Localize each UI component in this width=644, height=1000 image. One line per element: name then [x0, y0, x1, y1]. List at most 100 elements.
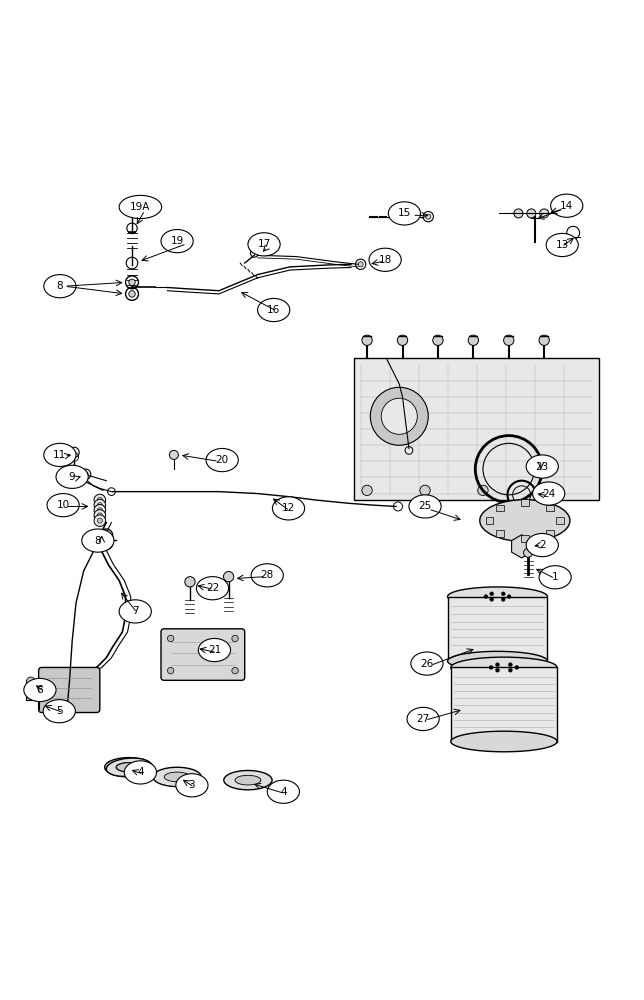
Circle shape	[495, 668, 500, 672]
Ellipse shape	[82, 529, 114, 552]
Circle shape	[527, 209, 536, 218]
Text: 18: 18	[379, 255, 392, 265]
Circle shape	[515, 666, 518, 669]
Text: 8: 8	[95, 536, 101, 546]
Bar	[486, 517, 493, 524]
Bar	[556, 517, 564, 524]
Ellipse shape	[119, 600, 151, 623]
Ellipse shape	[104, 758, 153, 777]
Text: 19A: 19A	[130, 202, 151, 212]
Ellipse shape	[272, 497, 305, 520]
Bar	[546, 530, 554, 537]
Circle shape	[358, 262, 363, 267]
Text: 1: 1	[552, 572, 558, 582]
Bar	[26, 680, 42, 700]
Ellipse shape	[451, 731, 557, 752]
Circle shape	[514, 209, 523, 218]
Ellipse shape	[124, 761, 156, 784]
Circle shape	[478, 485, 488, 495]
Circle shape	[94, 505, 106, 516]
Text: 24: 24	[542, 489, 555, 499]
Circle shape	[97, 513, 102, 518]
Circle shape	[536, 485, 546, 495]
Circle shape	[94, 515, 106, 526]
Ellipse shape	[451, 657, 557, 678]
Ellipse shape	[198, 638, 231, 662]
Circle shape	[420, 485, 430, 495]
Bar	[521, 535, 529, 542]
Text: 4: 4	[280, 787, 287, 797]
Text: 10: 10	[57, 500, 70, 510]
Ellipse shape	[526, 533, 558, 557]
Ellipse shape	[546, 233, 578, 257]
Bar	[448, 597, 547, 661]
Circle shape	[426, 214, 431, 219]
Ellipse shape	[44, 443, 76, 467]
Text: 5: 5	[56, 706, 62, 716]
Circle shape	[26, 677, 35, 686]
Ellipse shape	[267, 780, 299, 803]
Text: 8: 8	[57, 281, 63, 291]
Ellipse shape	[251, 564, 283, 587]
Circle shape	[94, 494, 106, 506]
Text: 14: 14	[560, 201, 573, 211]
Ellipse shape	[551, 194, 583, 217]
Ellipse shape	[116, 762, 142, 772]
Text: 28: 28	[261, 570, 274, 580]
Circle shape	[94, 499, 106, 511]
Bar	[546, 505, 554, 511]
Ellipse shape	[258, 298, 290, 322]
Circle shape	[94, 510, 106, 521]
Circle shape	[362, 335, 372, 345]
Ellipse shape	[119, 195, 162, 219]
Circle shape	[397, 335, 408, 345]
Bar	[496, 530, 504, 537]
Circle shape	[501, 592, 506, 596]
Circle shape	[504, 335, 514, 345]
Text: 6: 6	[37, 685, 43, 695]
Circle shape	[381, 398, 417, 434]
Circle shape	[97, 503, 102, 508]
Ellipse shape	[206, 448, 238, 472]
FancyBboxPatch shape	[354, 358, 599, 500]
Text: 4: 4	[137, 767, 144, 777]
Text: 15: 15	[398, 208, 411, 218]
Circle shape	[495, 663, 500, 667]
Text: 16: 16	[267, 305, 280, 315]
Text: 25: 25	[419, 501, 431, 511]
Circle shape	[129, 291, 135, 297]
Circle shape	[223, 571, 234, 582]
Circle shape	[97, 518, 102, 523]
Circle shape	[484, 595, 488, 599]
FancyBboxPatch shape	[39, 667, 100, 713]
Ellipse shape	[47, 494, 79, 517]
Polygon shape	[511, 535, 532, 558]
Ellipse shape	[43, 700, 75, 723]
Circle shape	[524, 548, 533, 557]
Text: 9: 9	[69, 472, 75, 482]
Ellipse shape	[480, 500, 570, 542]
Circle shape	[97, 497, 102, 503]
Ellipse shape	[533, 482, 565, 505]
Text: 27: 27	[417, 714, 430, 724]
Ellipse shape	[409, 495, 441, 518]
Ellipse shape	[539, 566, 571, 589]
Circle shape	[489, 666, 493, 669]
Text: 22: 22	[206, 583, 219, 593]
Circle shape	[232, 667, 238, 674]
Ellipse shape	[407, 707, 439, 731]
Circle shape	[507, 595, 511, 599]
Text: 13: 13	[556, 240, 569, 250]
Circle shape	[362, 485, 372, 495]
Text: 21: 21	[208, 645, 221, 655]
Circle shape	[83, 472, 88, 477]
Circle shape	[489, 597, 493, 601]
Circle shape	[97, 508, 102, 513]
Ellipse shape	[223, 770, 272, 790]
Circle shape	[489, 592, 493, 596]
Text: 2: 2	[539, 540, 545, 550]
Ellipse shape	[106, 758, 151, 776]
Circle shape	[129, 279, 135, 286]
Ellipse shape	[448, 651, 547, 671]
Circle shape	[370, 387, 428, 445]
